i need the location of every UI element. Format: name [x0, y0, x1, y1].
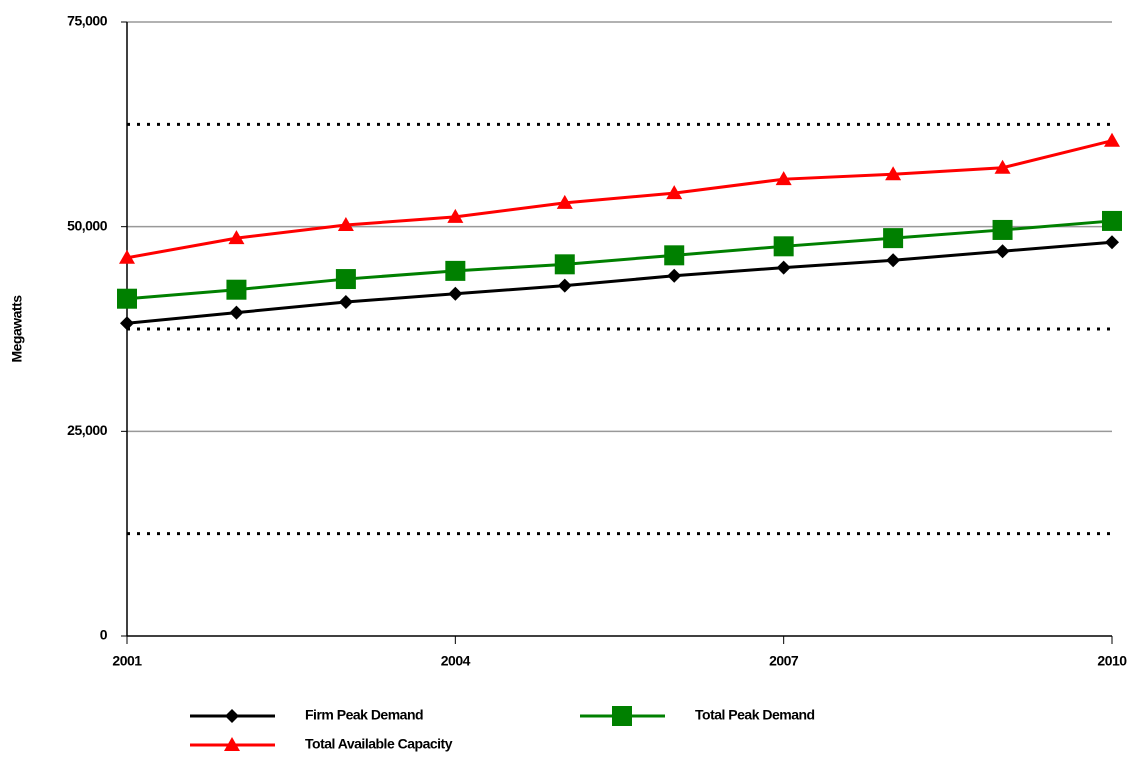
marker	[992, 219, 1013, 240]
marker	[995, 244, 1010, 259]
legend-label: Total Peak Demand	[695, 707, 815, 723]
legend-marker	[612, 706, 632, 726]
legend-label: Firm Peak Demand	[305, 707, 423, 723]
marker	[885, 166, 902, 181]
marker	[1102, 210, 1122, 231]
series-line	[126, 139, 1113, 260]
marker	[120, 316, 134, 331]
marker	[228, 230, 245, 245]
marker	[666, 185, 683, 200]
x-tick-label: 2007	[769, 653, 799, 669]
series-line	[126, 240, 1113, 325]
marker	[338, 294, 353, 309]
y-tick-label: 0	[100, 627, 108, 643]
series-line	[126, 219, 1113, 301]
marker	[1104, 132, 1120, 147]
marker	[557, 278, 572, 293]
x-tick-label: 2001	[112, 653, 142, 669]
marker	[1105, 235, 1119, 250]
legend-label: Total Available Capacity	[305, 736, 453, 752]
y-tick-label: 75,000	[67, 13, 108, 29]
marker	[664, 245, 685, 266]
marker	[226, 279, 247, 300]
marker	[994, 159, 1011, 174]
y-tick-label: 25,000	[67, 422, 108, 438]
y-tick-label: 50,000	[67, 217, 108, 233]
x-tick-label: 2010	[1097, 653, 1127, 669]
legend-marker	[225, 709, 239, 723]
marker	[667, 268, 682, 283]
marker	[776, 260, 791, 275]
marker	[229, 305, 244, 320]
marker	[445, 260, 466, 281]
marker	[337, 217, 354, 232]
marker	[119, 249, 135, 264]
marker	[883, 228, 904, 249]
marker	[886, 253, 901, 268]
marker	[773, 236, 794, 257]
marker	[554, 254, 575, 275]
legend-marker	[224, 737, 240, 751]
marker	[448, 286, 463, 301]
marker	[335, 269, 356, 290]
y-axis-label: Megawatts	[9, 295, 25, 363]
x-tick-label: 2004	[441, 653, 471, 669]
marker	[775, 171, 792, 186]
marker	[117, 288, 137, 309]
marker	[556, 194, 573, 209]
marker	[447, 208, 464, 223]
